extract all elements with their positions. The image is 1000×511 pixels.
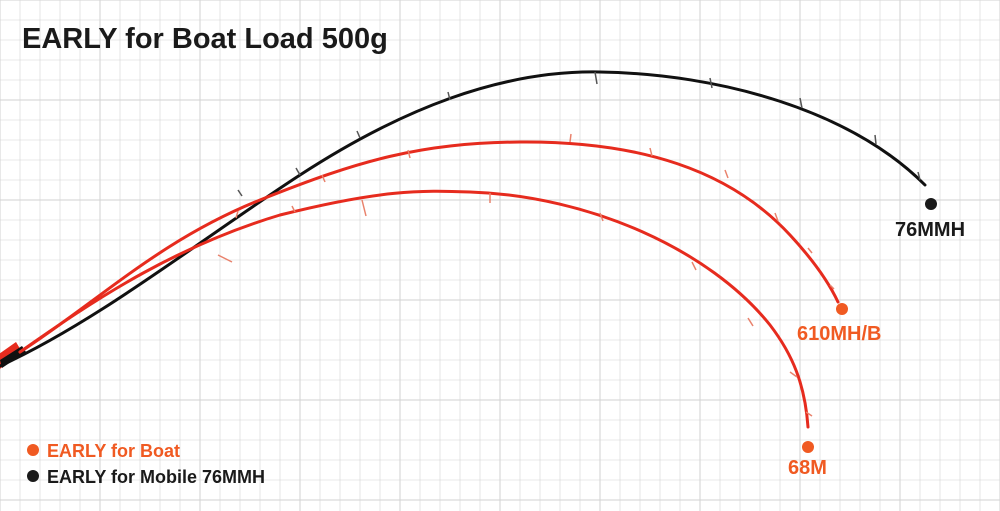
guide-mark bbox=[807, 247, 813, 254]
guide-mark bbox=[649, 147, 653, 157]
legend-label-boat: EARLY for Boat bbox=[47, 441, 180, 461]
legend-marker-boat bbox=[27, 444, 39, 456]
guide-mark bbox=[917, 171, 921, 181]
guide-mark bbox=[569, 133, 572, 143]
series-label-76mmh: 76MMH bbox=[895, 219, 965, 241]
guide-mark bbox=[724, 169, 729, 179]
guide-mark bbox=[774, 212, 779, 222]
guide-mark bbox=[691, 261, 697, 271]
guide-mark bbox=[747, 317, 754, 327]
guide-mark bbox=[235, 210, 239, 219]
tip-marker-610mh-b bbox=[836, 303, 848, 315]
guides-boat bbox=[217, 133, 835, 417]
guide-mark bbox=[599, 212, 604, 222]
guide-mark bbox=[321, 174, 326, 183]
guide-mark bbox=[217, 254, 233, 263]
series-label-610mh-b: 610MH/B bbox=[797, 323, 881, 345]
series-label-68m: 68M bbox=[788, 457, 827, 479]
guide-mark bbox=[799, 97, 803, 109]
guide-mark bbox=[361, 199, 367, 217]
guide-mark bbox=[874, 134, 877, 145]
chart-title: EARLY for Boat Load 500g bbox=[22, 23, 388, 55]
guide-mark bbox=[356, 130, 361, 139]
curve-68m bbox=[18, 189, 810, 429]
guide-mark bbox=[789, 371, 798, 378]
legend-label-mobile: EARLY for Mobile 76MMH bbox=[47, 467, 265, 487]
legend: EARLY for Boat EARLY for Mobile 76MMH bbox=[27, 441, 265, 487]
guide-mark bbox=[447, 91, 451, 101]
guide-mark bbox=[295, 167, 301, 176]
guide-mark bbox=[291, 205, 296, 213]
legend-marker-mobile bbox=[27, 470, 39, 482]
guide-mark bbox=[407, 149, 411, 159]
curve-610mh-b bbox=[18, 140, 840, 354]
tip-marker-76mmh bbox=[925, 198, 937, 210]
tip-marker-68m bbox=[802, 441, 814, 453]
guide-mark bbox=[709, 77, 713, 89]
guide-mark bbox=[805, 411, 813, 417]
guides-76mmh bbox=[237, 71, 921, 197]
guide-mark bbox=[594, 71, 598, 85]
guide-mark bbox=[829, 284, 835, 290]
guide-mark bbox=[237, 189, 243, 197]
